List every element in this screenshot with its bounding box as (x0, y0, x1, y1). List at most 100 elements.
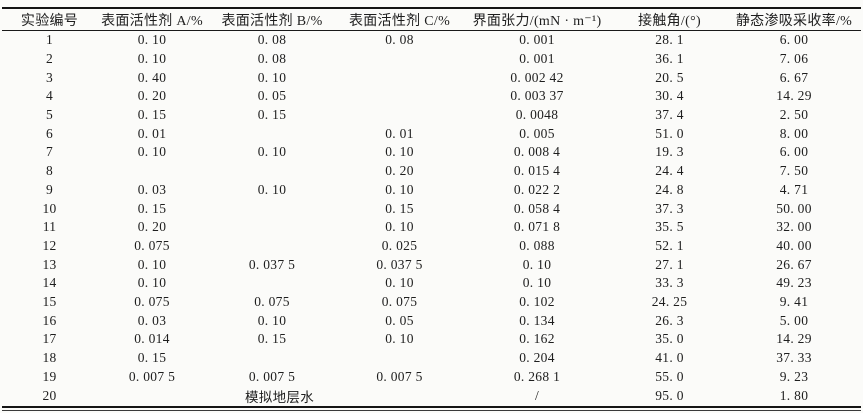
table-cell (207, 218, 337, 237)
table-cell: 0. 058 4 (513, 200, 561, 216)
table-cell: 0. 15 (385, 200, 414, 216)
table-cell: 0. 102 (519, 293, 555, 309)
table-cell: 0. 015 4 (513, 163, 561, 179)
table-row: 15 0. 075 0. 075 0. 075 0. 102 24. 25 9. 41 (2, 293, 861, 312)
column-header-2: 表面活性剂 B/% (221, 13, 323, 29)
table-cell: 0. 10 (137, 51, 167, 67)
table-header: 实验编号 表面活性剂 A/% 表面活性剂 B/% 表面活性剂 C/% 界面张力/(mN … (2, 8, 861, 31)
table-cell: 0. 15 (137, 200, 167, 216)
table-cell: 32. 00 (776, 219, 812, 235)
table-cell: 19. 3 (655, 144, 684, 160)
table-cell: 6. 00 (779, 144, 809, 160)
table-cell: 0. 10 (385, 331, 414, 347)
table-cell: 0. 007 5 (128, 368, 176, 384)
table-cell (337, 50, 462, 69)
table-cell: 4. 71 (779, 181, 809, 197)
table-cell: 11 (42, 219, 57, 235)
table-cell: 0. 007 5 (376, 368, 423, 384)
table-cell: 4 (45, 88, 54, 104)
table-cell: 35. 5 (655, 219, 684, 235)
table-cell: 37. 3 (655, 200, 684, 216)
table-cell (207, 162, 337, 181)
table-cell: 0. 022 2 (513, 181, 561, 197)
table-cell (337, 68, 462, 87)
table-cell: 17 (42, 331, 57, 347)
table-cell: 6. 67 (779, 69, 809, 85)
table-cell: 0. 134 (519, 312, 555, 328)
table-cell: 1. 80 (779, 388, 809, 404)
table-row: 10 0. 15 0. 15 0. 058 4 37. 3 50. 00 (2, 199, 861, 218)
table-cell: 9. 41 (779, 293, 809, 309)
table-cell: 13 (42, 256, 57, 272)
table-cell: 36. 1 (655, 51, 684, 67)
table-cell: 2 (45, 51, 54, 67)
table-cell (337, 87, 462, 106)
table-cell: 0. 15 (137, 350, 167, 366)
table-cell: 0. 40 (137, 69, 167, 85)
table-cell: 0. 088 (519, 237, 555, 253)
table-row: 5 0. 15 0. 15 0. 0048 37. 4 2. 50 (2, 106, 861, 125)
table-body: 1 0. 10 0. 08 0. 08 0. 001 28. 1 6. 00 2 0. 10 0.… (2, 31, 861, 407)
table-cell: 1 (45, 32, 54, 48)
column-header-3: 表面活性剂 C/% (348, 13, 451, 29)
table-cell: 14. 29 (776, 88, 812, 104)
column-header-4: 界面张力/(mN · m⁻¹) (472, 13, 602, 29)
table-cell (207, 349, 337, 368)
table-row: 8 0. 20 0. 015 4 24. 4 7. 50 (2, 162, 861, 181)
column-header-1: 表面活性剂 A/% (101, 13, 203, 29)
table-row: 4 0. 20 0. 05 0. 003 37 30. 4 14. 29 (2, 87, 861, 106)
table-cell: 0. 037 5 (248, 256, 296, 272)
table-cell: 0. 10 (257, 144, 287, 160)
table-cell: 0. 075 (134, 293, 170, 309)
column-header-6: 静态渗吸采收率/% (735, 13, 853, 29)
table-cell (207, 274, 337, 293)
table-cell: 16 (42, 312, 57, 328)
table-cell: 0. 10 (385, 275, 414, 291)
header-row: 实验编号 表面活性剂 A/% 表面活性剂 B/% 表面活性剂 C/% 界面张力/(mN … (2, 8, 861, 31)
table-cell: 24. 8 (655, 181, 684, 197)
table-cell: 27. 1 (655, 256, 684, 272)
table-cell: 0. 15 (137, 107, 167, 123)
table-cell: 50. 00 (776, 200, 812, 216)
table-cell: 9 (45, 181, 54, 197)
table-cell: 18 (42, 350, 57, 366)
table-cell: 26. 3 (655, 312, 684, 328)
table-cell: 52. 1 (655, 237, 684, 253)
table-cell: 0. 20 (385, 163, 414, 179)
table-cell: 5. 00 (779, 312, 809, 328)
table-cell: 0. 08 (257, 32, 287, 48)
table-cell: 0. 03 (137, 312, 167, 328)
table-cell: 7 (45, 144, 54, 160)
table-row: 17 0. 014 0. 15 0. 10 0. 162 35. 0 14. 29 (2, 330, 861, 349)
table-cell: 37. 4 (655, 107, 684, 123)
table-cell: 0. 204 (519, 350, 555, 366)
table-cell: 35. 0 (655, 331, 684, 347)
table-cell (207, 237, 337, 256)
table-cell: 模拟地层水 (245, 390, 314, 406)
table-cell: 24. 25 (651, 293, 688, 309)
table-cell: 0. 10 (137, 275, 167, 291)
table-cell: 0. 014 (134, 331, 170, 347)
table-cell: 0. 007 5 (248, 368, 296, 384)
table-row: 13 0. 10 0. 037 5 0. 037 5 0. 10 27. 1 26. 67 (2, 255, 861, 274)
table-row: 20 模拟地层水 / 95. 0 1. 80 (2, 386, 861, 406)
table-cell: 19 (42, 368, 57, 384)
table-cell: 40. 00 (776, 237, 812, 253)
table-cell: 7. 50 (779, 163, 809, 179)
table-cell: 0. 05 (385, 312, 414, 328)
table-cell: 0. 01 (137, 125, 167, 141)
table-cell (97, 162, 207, 181)
table-cell: 24. 4 (655, 163, 684, 179)
table-cell: 15 (42, 293, 57, 309)
table-cell: 2. 50 (779, 107, 809, 123)
table-row: 7 0. 10 0. 10 0. 10 0. 008 4 19. 3 6. 00 (2, 143, 861, 162)
table-cell: 0. 268 1 (513, 368, 561, 384)
table-cell: 0. 10 (385, 219, 414, 235)
table-row: 1 0. 10 0. 08 0. 08 0. 001 28. 1 6. 00 (2, 31, 861, 50)
table-cell: 0. 10 (385, 144, 414, 160)
table-cell: 37. 33 (776, 350, 812, 366)
table-cell: 0. 20 (137, 219, 167, 235)
table-cell: 0. 15 (257, 107, 287, 123)
table-cell: 3 (45, 69, 54, 85)
table-cell: 0. 10 (522, 275, 552, 291)
